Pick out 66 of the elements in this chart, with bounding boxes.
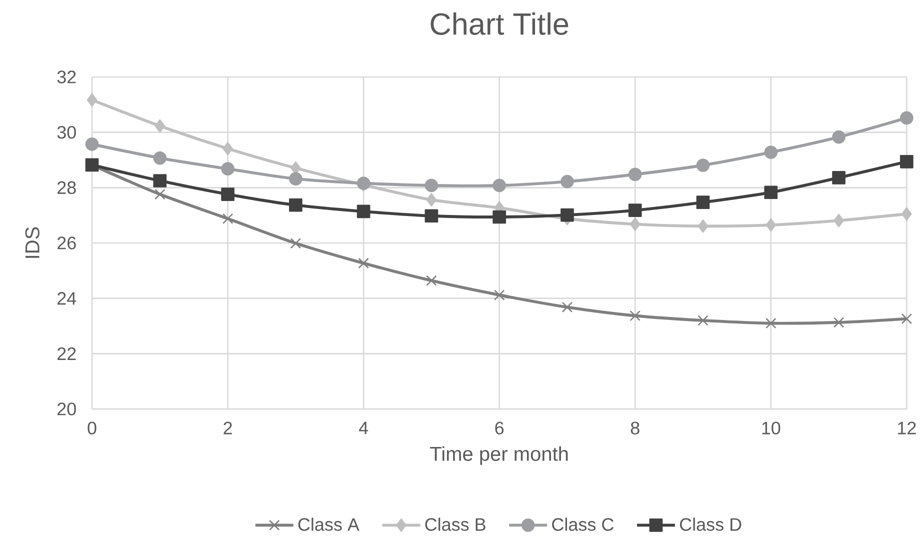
y-tick-label: 22 bbox=[58, 347, 76, 360]
x-tick-label: 6 bbox=[495, 422, 504, 434]
y-tick-label: 30 bbox=[57, 126, 76, 139]
chart-title: Chart Title bbox=[430, 12, 568, 35]
point bbox=[492, 210, 506, 224]
point bbox=[562, 302, 573, 313]
legend-label: Class D bbox=[680, 518, 742, 531]
x-axis-title: Time per month bbox=[430, 446, 568, 465]
point bbox=[86, 93, 98, 107]
point bbox=[426, 275, 437, 286]
x-tick-label: 8 bbox=[630, 422, 640, 434]
point bbox=[290, 238, 302, 249]
point bbox=[424, 178, 438, 192]
point bbox=[766, 318, 776, 329]
x-tick-label: 10 bbox=[762, 422, 780, 434]
point bbox=[900, 154, 914, 168]
y-tick-label: 32 bbox=[57, 70, 76, 84]
point bbox=[900, 111, 914, 125]
legend-label: Class A bbox=[298, 518, 360, 531]
legend-label: Class B bbox=[425, 518, 486, 531]
point bbox=[832, 130, 846, 144]
point bbox=[356, 204, 370, 218]
point bbox=[834, 214, 844, 228]
x-tick-label: 2 bbox=[224, 422, 232, 434]
point bbox=[222, 142, 233, 156]
point bbox=[221, 162, 234, 176]
point bbox=[902, 207, 912, 221]
point bbox=[764, 146, 778, 159]
point bbox=[696, 196, 710, 209]
point bbox=[628, 168, 642, 182]
point bbox=[560, 174, 574, 188]
y-axis-title: IDS bbox=[25, 227, 40, 258]
point bbox=[560, 208, 574, 222]
point bbox=[901, 313, 912, 324]
y-tick-label: 26 bbox=[58, 236, 76, 250]
legend-label: Class C bbox=[552, 518, 614, 531]
point bbox=[154, 119, 166, 133]
y-tick-label: 20 bbox=[58, 402, 76, 416]
point bbox=[222, 213, 234, 224]
point bbox=[424, 209, 438, 223]
point bbox=[832, 171, 846, 184]
point bbox=[698, 315, 708, 326]
point bbox=[289, 172, 302, 186]
y-tick-label: 28 bbox=[58, 181, 76, 194]
point bbox=[358, 258, 369, 269]
point bbox=[696, 158, 710, 172]
point bbox=[153, 151, 167, 165]
y-tick-label: 24 bbox=[58, 292, 76, 305]
point bbox=[289, 198, 302, 212]
point bbox=[153, 174, 167, 188]
point bbox=[494, 290, 505, 300]
point bbox=[630, 218, 640, 231]
x-tick-label: 0 bbox=[88, 422, 96, 434]
point bbox=[154, 188, 166, 200]
point bbox=[492, 178, 506, 192]
point bbox=[426, 193, 437, 206]
point bbox=[628, 204, 642, 218]
x-tick-label: 12 bbox=[898, 422, 916, 434]
point bbox=[764, 186, 778, 200]
point bbox=[221, 188, 234, 201]
point bbox=[766, 218, 776, 232]
point bbox=[85, 138, 99, 151]
x-tick-label: 4 bbox=[358, 422, 368, 434]
point bbox=[833, 317, 844, 328]
point bbox=[630, 310, 640, 322]
point bbox=[698, 219, 708, 233]
